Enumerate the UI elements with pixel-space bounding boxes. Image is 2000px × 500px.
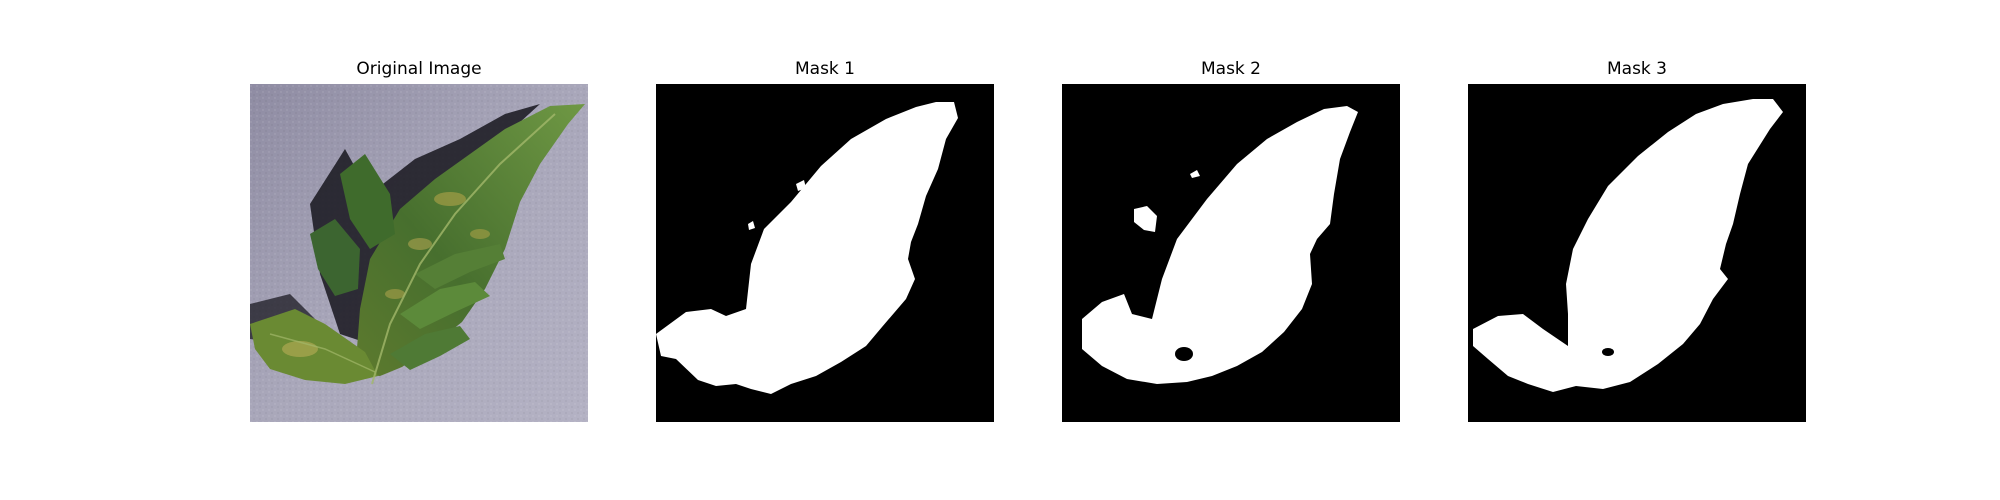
mask-2-image: [1062, 84, 1400, 422]
mask-2-panel: Mask 2: [1062, 56, 1400, 422]
mask-2-title: Mask 2: [1200, 59, 1261, 79]
mask-1-title: Mask 1: [794, 59, 855, 79]
original-image-panel: Original Image: [250, 56, 588, 422]
mask-1-panel: Mask 1: [656, 56, 994, 422]
mask-3-title: Mask 3: [1606, 59, 1667, 79]
original-image-title: Original Image: [356, 59, 482, 79]
mask-3-image: [1468, 84, 1806, 422]
original-leaf-image: [250, 84, 588, 422]
mask-1-image: [656, 84, 994, 422]
mask-3-panel: Mask 3: [1468, 56, 1806, 422]
